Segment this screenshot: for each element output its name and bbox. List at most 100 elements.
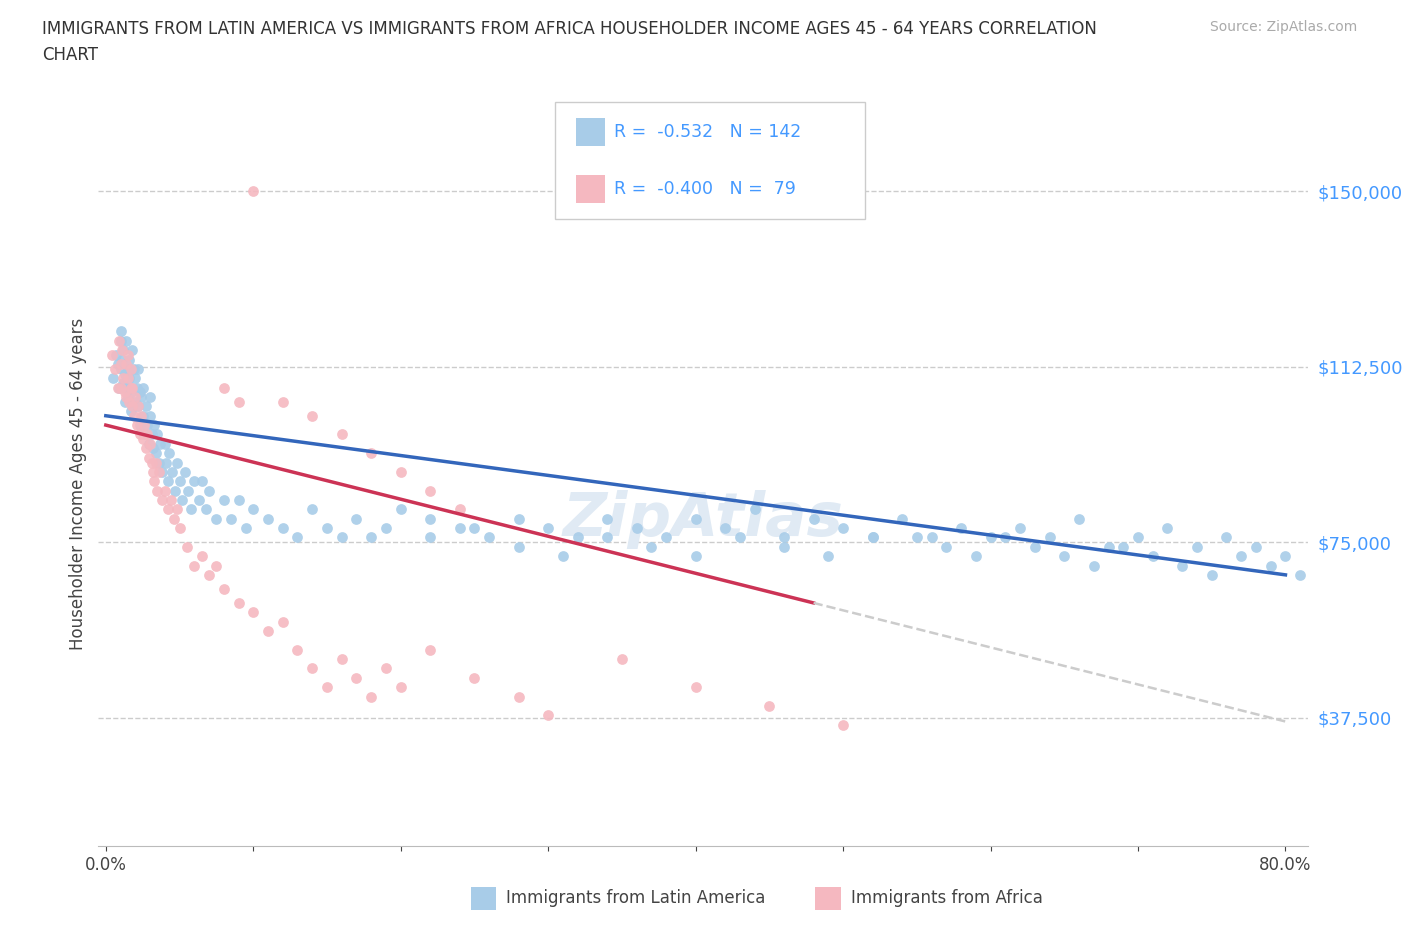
Point bbox=[449, 502, 471, 517]
Point bbox=[346, 512, 368, 526]
Point bbox=[316, 521, 339, 536]
Point bbox=[1038, 530, 1060, 545]
Point bbox=[155, 455, 177, 470]
Point bbox=[242, 183, 264, 198]
Point bbox=[419, 530, 441, 545]
Point bbox=[138, 450, 160, 465]
Text: R =  -0.532   N = 142: R = -0.532 N = 142 bbox=[614, 123, 801, 141]
Point bbox=[115, 380, 138, 395]
Point bbox=[537, 708, 560, 723]
Point bbox=[862, 530, 884, 545]
Point bbox=[134, 418, 156, 432]
Point bbox=[1260, 558, 1282, 573]
Point bbox=[330, 530, 353, 545]
Point bbox=[994, 530, 1017, 545]
Point bbox=[104, 362, 127, 377]
Point bbox=[205, 558, 228, 573]
Point bbox=[159, 493, 181, 508]
Point bbox=[242, 502, 264, 517]
Point bbox=[131, 432, 153, 446]
Point bbox=[212, 380, 235, 395]
Point bbox=[121, 380, 143, 395]
Point bbox=[1024, 539, 1046, 554]
Point bbox=[120, 362, 142, 377]
Point bbox=[685, 512, 707, 526]
Point bbox=[183, 473, 205, 488]
Point bbox=[242, 604, 264, 619]
Point bbox=[131, 408, 153, 423]
Point bbox=[101, 371, 124, 386]
Point bbox=[117, 348, 139, 363]
Point bbox=[141, 455, 163, 470]
Point bbox=[1244, 539, 1267, 554]
Point bbox=[567, 530, 589, 545]
Point bbox=[257, 512, 280, 526]
Point bbox=[166, 455, 188, 470]
Point bbox=[862, 530, 884, 545]
Point bbox=[129, 408, 152, 423]
Point bbox=[139, 390, 162, 405]
Point bbox=[287, 643, 309, 658]
Point bbox=[1230, 549, 1253, 564]
Point bbox=[118, 371, 141, 386]
Point bbox=[921, 530, 943, 545]
Point bbox=[136, 418, 159, 432]
Point bbox=[150, 464, 173, 479]
Point bbox=[105, 348, 128, 363]
Point bbox=[115, 390, 138, 405]
Text: IMMIGRANTS FROM LATIN AMERICA VS IMMIGRANTS FROM AFRICA HOUSEHOLDER INCOME AGES : IMMIGRANTS FROM LATIN AMERICA VS IMMIGRA… bbox=[42, 20, 1097, 38]
Point bbox=[817, 549, 839, 564]
Point bbox=[166, 502, 188, 517]
Point bbox=[190, 549, 212, 564]
Point bbox=[141, 427, 163, 442]
Point bbox=[905, 530, 928, 545]
Point bbox=[419, 512, 441, 526]
Point bbox=[139, 408, 162, 423]
Text: Source: ZipAtlas.com: Source: ZipAtlas.com bbox=[1209, 20, 1357, 34]
Point bbox=[257, 624, 280, 639]
Point bbox=[758, 698, 780, 713]
Point bbox=[146, 427, 169, 442]
Point bbox=[640, 539, 662, 554]
Point bbox=[129, 390, 152, 405]
Point bbox=[125, 380, 148, 395]
Point bbox=[360, 445, 382, 460]
Point bbox=[596, 512, 619, 526]
Point bbox=[1289, 567, 1312, 582]
Point bbox=[120, 385, 142, 400]
Point bbox=[115, 334, 138, 349]
Point bbox=[183, 558, 205, 573]
Point bbox=[169, 473, 191, 488]
Point bbox=[112, 376, 135, 391]
Point bbox=[110, 324, 132, 339]
Point bbox=[478, 530, 501, 545]
Point bbox=[162, 512, 184, 526]
Point bbox=[346, 671, 368, 685]
Point bbox=[195, 502, 218, 517]
Point bbox=[832, 717, 855, 732]
Point bbox=[1053, 549, 1076, 564]
Point bbox=[131, 380, 153, 395]
Point bbox=[134, 427, 156, 442]
Point bbox=[177, 484, 200, 498]
Point bbox=[156, 502, 179, 517]
Point bbox=[389, 464, 412, 479]
Point bbox=[143, 473, 166, 488]
Point bbox=[271, 521, 294, 536]
Point bbox=[551, 549, 574, 564]
Point bbox=[235, 521, 257, 536]
Point bbox=[316, 680, 339, 695]
Point bbox=[1171, 558, 1194, 573]
Point bbox=[950, 521, 973, 536]
Point bbox=[115, 357, 138, 372]
Point bbox=[114, 385, 136, 400]
Point bbox=[145, 445, 167, 460]
Point bbox=[198, 567, 221, 582]
Point bbox=[714, 521, 737, 536]
Point bbox=[330, 427, 353, 442]
Point bbox=[1008, 521, 1031, 536]
Point bbox=[127, 362, 149, 377]
Point bbox=[124, 394, 146, 409]
Point bbox=[121, 399, 143, 414]
Point bbox=[121, 380, 143, 395]
